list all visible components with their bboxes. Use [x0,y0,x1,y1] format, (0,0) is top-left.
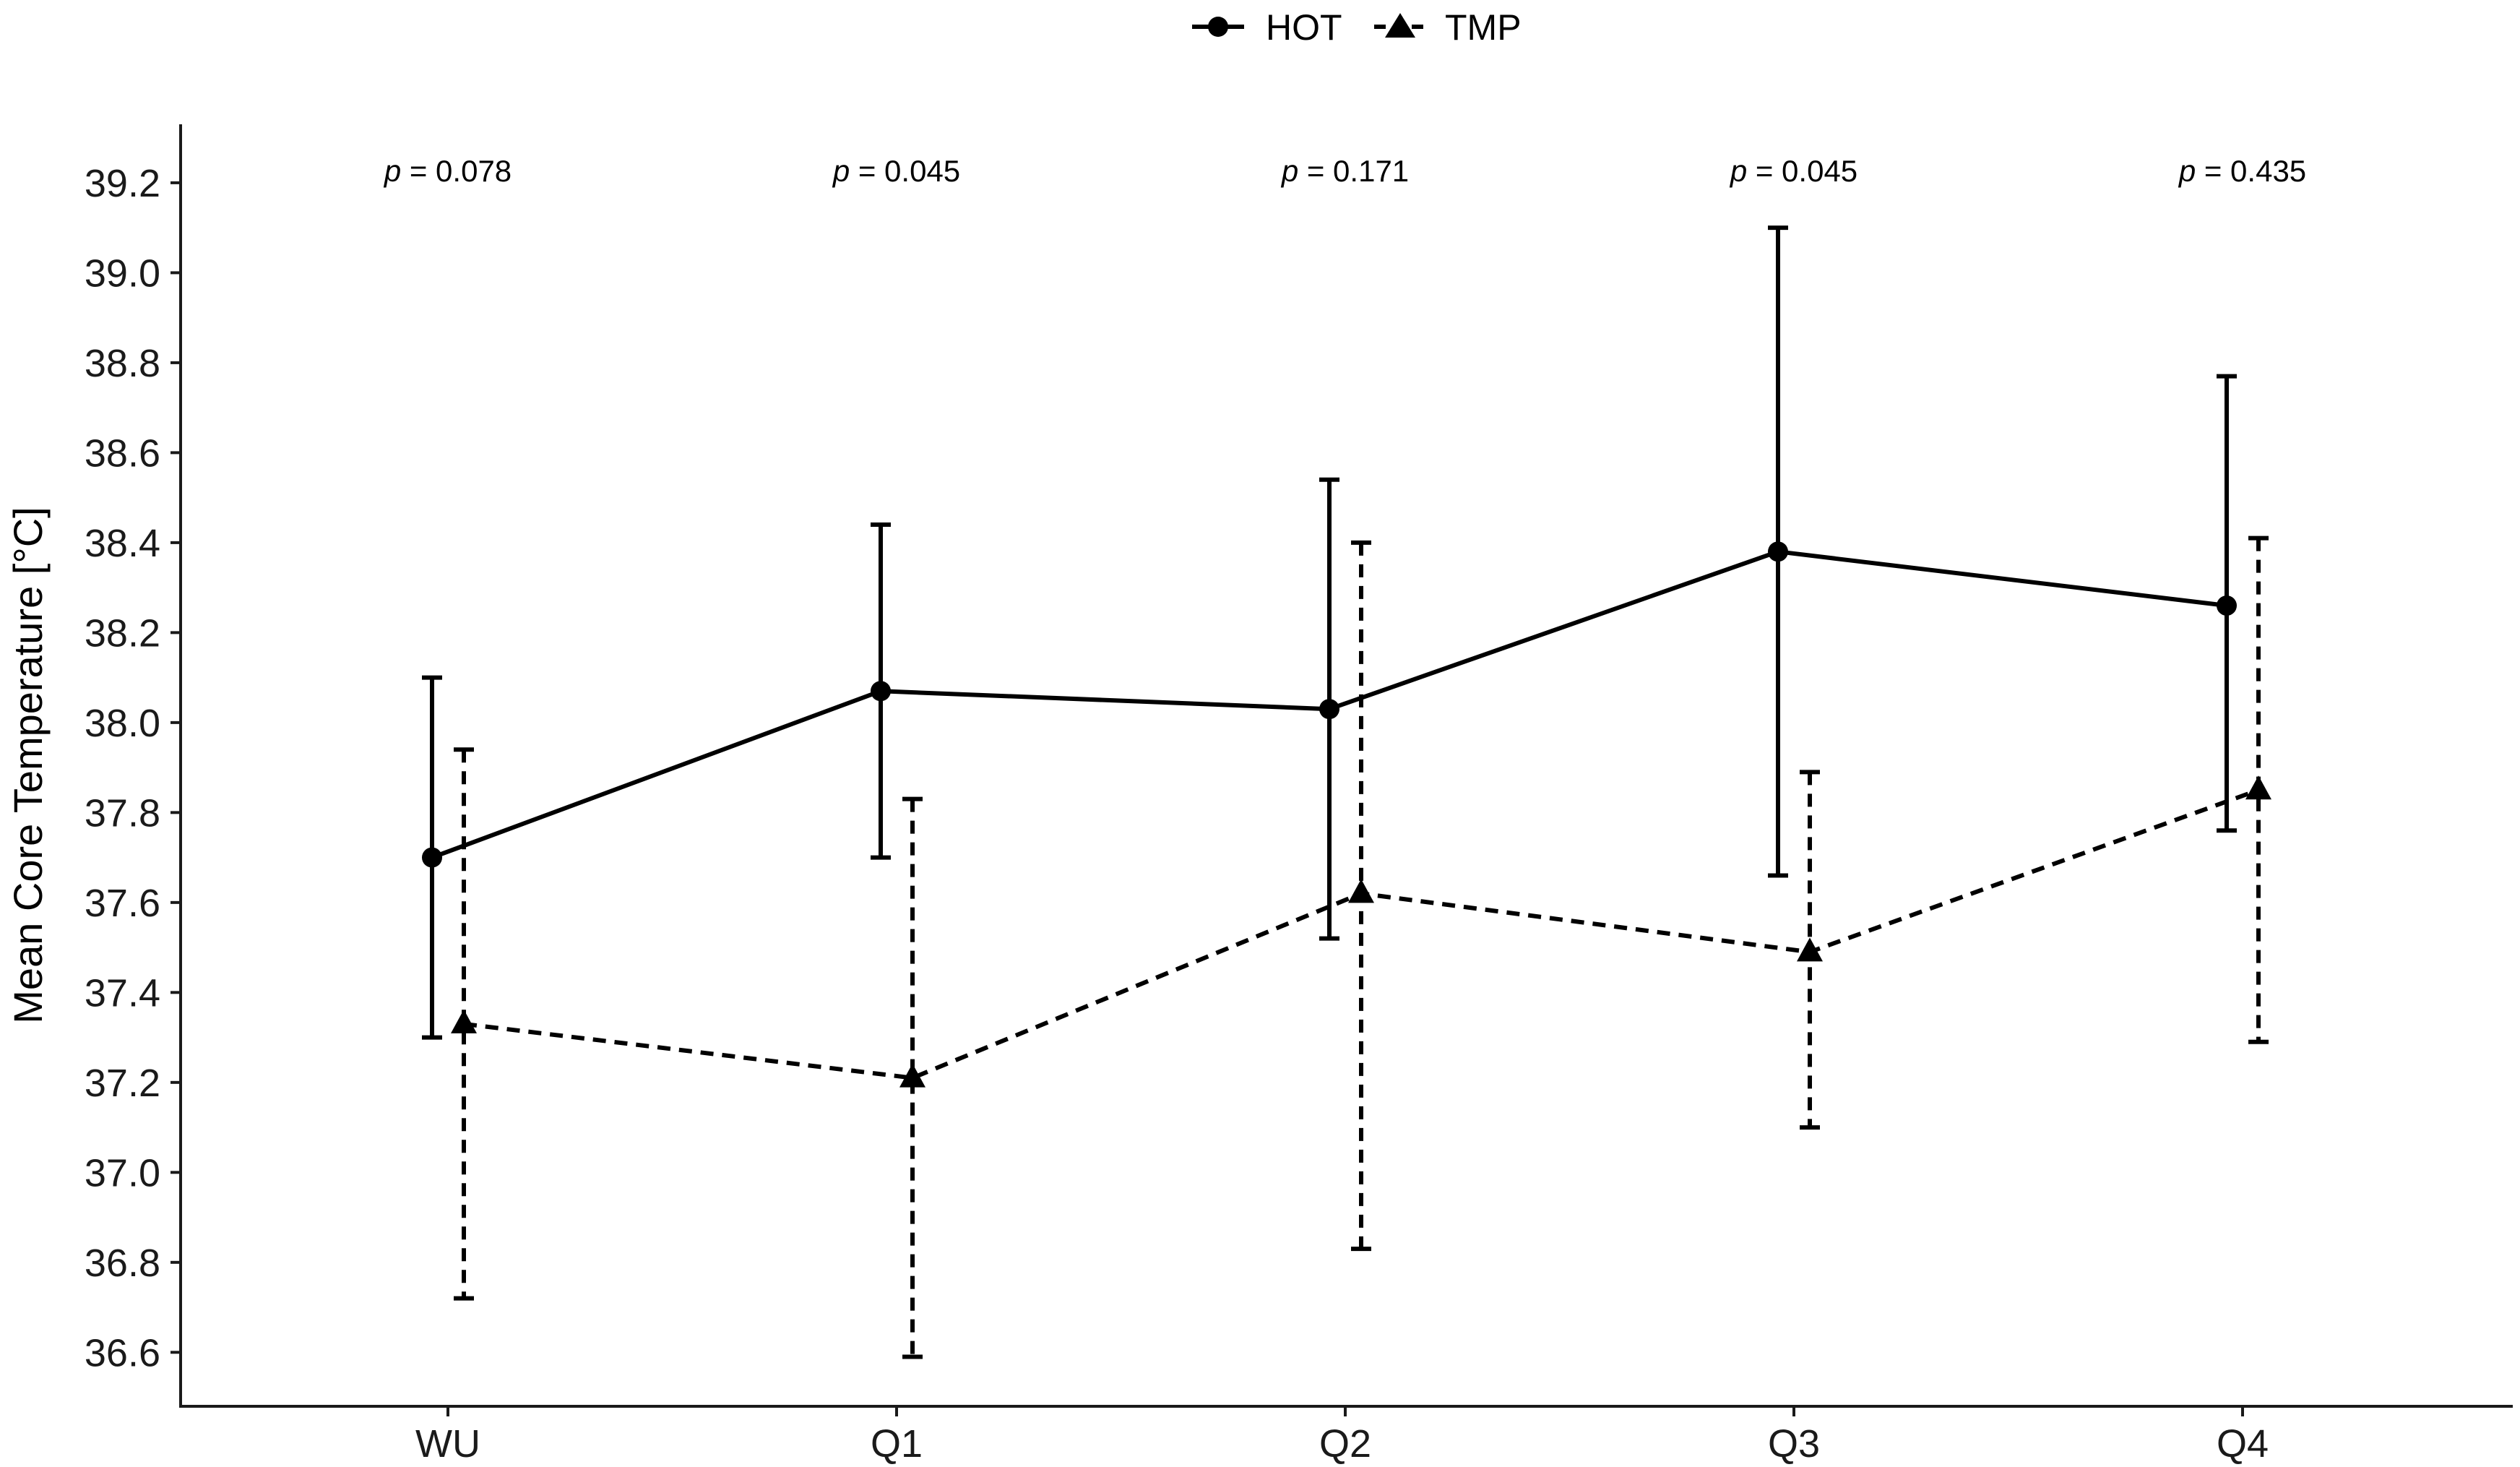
p-value-annotation: p = 0.435 [2178,154,2306,188]
data-point [1768,541,1788,562]
p-value-symbol: p [383,154,401,188]
error-bar [902,796,923,1359]
y-tick-label: 38.2 [85,611,160,655]
p-value-annotation: p = 0.045 [832,154,960,188]
y-tick-label: 37.4 [85,971,160,1015]
y-tick-label: 38.4 [85,522,160,565]
y-tick-label: 36.8 [85,1242,160,1285]
x-tick-label: Q1 [871,1422,923,1466]
y-tick-label: 37.0 [85,1151,160,1195]
y-tick-label: 39.0 [85,251,160,295]
series-hot [422,225,2237,1040]
legend-label-hot: HOT [1266,7,1342,48]
p-value-symbol: p [2178,154,2196,188]
data-point [2217,595,2237,616]
legend: HOT TMP [1192,7,1522,48]
data-point [899,1063,925,1088]
p-value-symbol: p [832,154,850,188]
data-point [422,847,442,868]
p-value-symbol: p [1729,154,1747,188]
p-value-symbol: p [1280,154,1298,188]
data-point [871,681,891,702]
y-ticks: 36.6 36.8 37.0 37.2 37.4 37.6 37.8 38.0 38.2 38.4… [85,162,181,1374]
series-tmp [451,535,2271,1359]
x-ticks: WU Q1 Q2 Q3 Q4 [415,1406,2269,1466]
y-tick-label: 37.6 [85,882,160,925]
p-value-annotations: p = 0.078 p = 0.045 p = 0.171 p = 0.045 p = … [383,154,2306,188]
p-value-annotation: p = 0.045 [1729,154,1857,188]
y-tick-label: 38.0 [85,702,160,745]
data-point [2245,775,2271,800]
p-value-annotation: p = 0.078 [383,154,512,188]
p-value-number: = 0.045 [850,154,960,188]
data-point [1348,879,1374,903]
p-value-number: = 0.045 [1747,154,1857,188]
error-bar [2248,535,2269,1044]
legend-tmp-marker [1385,13,1415,38]
x-tick-label: Q3 [1768,1422,1820,1466]
p-value-number: = 0.171 [1298,154,1409,188]
data-point [451,1009,477,1033]
legend-item-tmp: TMP [1374,7,1522,48]
y-tick-label: 37.2 [85,1062,160,1105]
y-tick-label: 36.6 [85,1331,160,1374]
legend-item-hot: HOT [1192,7,1342,48]
x-tick-label: WU [415,1422,480,1466]
p-value-annotation: p = 0.171 [1280,154,1409,188]
y-tick-label: 38.8 [85,342,160,385]
series-layer [422,225,2271,1359]
y-tick-label: 37.8 [85,791,160,835]
x-tick-label: Q4 [2217,1422,2269,1466]
y-tick-label: 39.2 [85,162,160,205]
legend-hot-marker [1208,17,1228,37]
p-value-number: = 0.435 [2196,154,2306,188]
p-value-number: = 0.078 [401,154,512,188]
data-point [1319,699,1339,720]
error-bar [454,747,474,1301]
data-point [1797,937,1823,962]
y-tick-label: 38.6 [85,431,160,475]
y-axis-title: Mean Core Temperature [°C] [5,507,51,1023]
x-tick-label: Q2 [1319,1422,1371,1466]
legend-label-tmp: TMP [1445,7,1522,48]
